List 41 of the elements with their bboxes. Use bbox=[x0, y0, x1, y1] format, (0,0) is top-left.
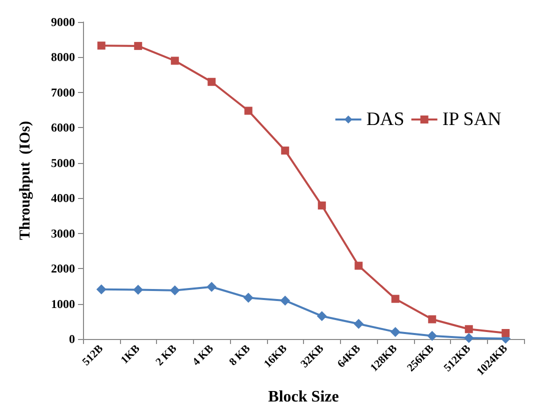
point bbox=[96, 284, 106, 294]
point bbox=[318, 202, 326, 210]
x-tick-label: 1KB bbox=[118, 342, 143, 366]
point bbox=[427, 330, 438, 341]
y-tick-label: 7000 bbox=[51, 85, 75, 100]
point bbox=[391, 294, 400, 303]
point bbox=[206, 282, 217, 292]
point bbox=[97, 42, 106, 50]
point bbox=[354, 318, 364, 329]
y-tick-label: 5000 bbox=[51, 156, 75, 170]
legend-label: DAS bbox=[366, 109, 404, 130]
x-axis-title: Block Size bbox=[268, 388, 339, 406]
point bbox=[390, 326, 400, 337]
y-axis-title: Throughput (IOs) bbox=[18, 121, 34, 240]
y-tick-label: 4000 bbox=[51, 191, 75, 206]
point bbox=[134, 42, 142, 50]
x-tick-label: 2 KB bbox=[154, 342, 180, 368]
y-tick-label: 8000 bbox=[51, 50, 75, 64]
y-tick-label: 2000 bbox=[51, 262, 75, 276]
point bbox=[464, 332, 474, 343]
point bbox=[243, 292, 254, 303]
point bbox=[170, 56, 179, 65]
point bbox=[170, 285, 180, 296]
point bbox=[464, 325, 473, 334]
x-tick-label: 4 KB bbox=[190, 342, 216, 368]
point bbox=[133, 284, 144, 295]
point bbox=[280, 296, 290, 306]
y-tick-label: 6000 bbox=[51, 120, 75, 135]
y-tick-label: 3000 bbox=[51, 226, 75, 240]
point bbox=[316, 311, 327, 322]
y-tick-label: 0 bbox=[69, 332, 75, 346]
point bbox=[244, 106, 252, 115]
y-tick-label: 9000 bbox=[51, 15, 75, 29]
point bbox=[502, 329, 510, 338]
y-tick-label: 1000 bbox=[51, 296, 75, 311]
point bbox=[208, 78, 216, 86]
point bbox=[281, 146, 290, 155]
x-tick-label: 8 KB bbox=[227, 342, 254, 368]
legend-label: IP SAN bbox=[442, 109, 502, 130]
point bbox=[428, 315, 436, 324]
point bbox=[354, 262, 363, 270]
